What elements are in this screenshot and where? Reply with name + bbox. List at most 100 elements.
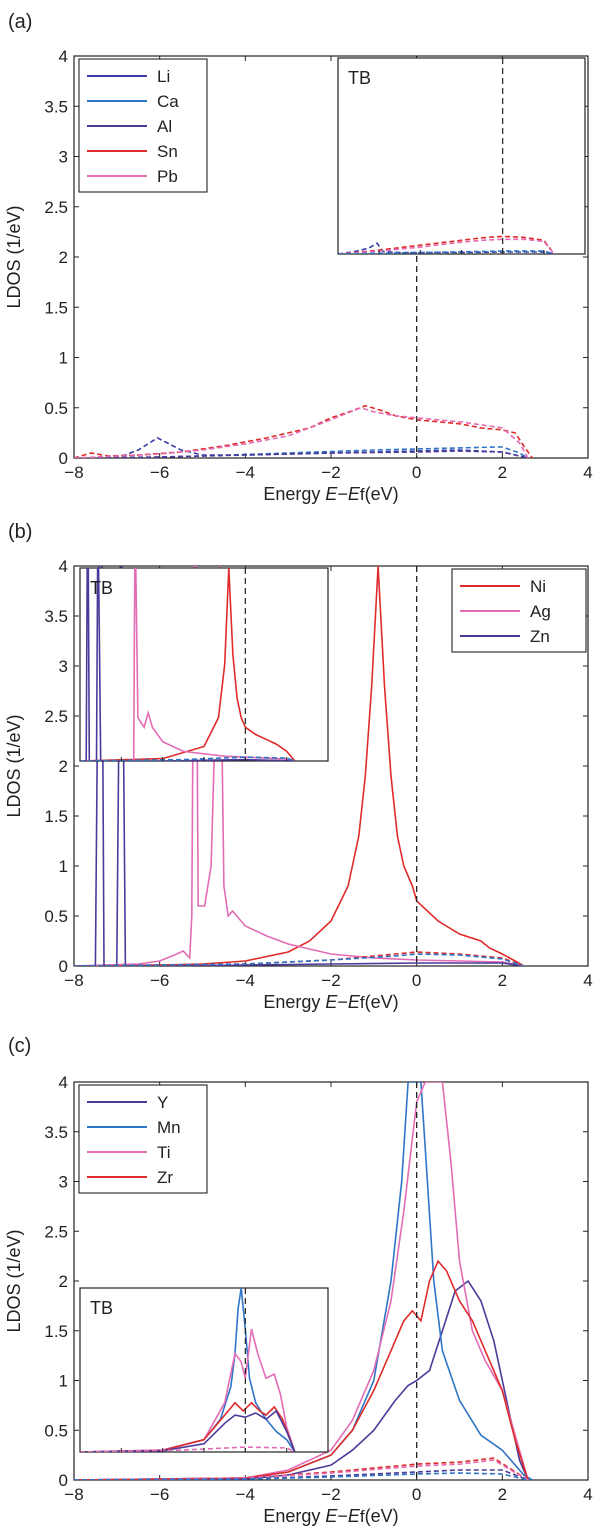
panel-a-xtick-label: 4 bbox=[583, 463, 592, 482]
panel-c-legend-label-y: Y bbox=[157, 1093, 168, 1112]
panel-a-xlabel-dash: − bbox=[337, 484, 348, 504]
panel-c-inset-series-ti bbox=[80, 1328, 296, 1452]
panel-b-xlabel-dash: − bbox=[337, 992, 348, 1012]
panel-a-ytick-label: 1.5 bbox=[44, 298, 68, 317]
panel-b-xtick-label: −2 bbox=[321, 971, 340, 990]
panel-a-series-al bbox=[74, 450, 529, 458]
panel-b: (b) −8 −6 −4 −2 0 2 4 0 0.5 1 1.5 2 2.5 3 3.5 4 LDOS (1/e… bbox=[4, 521, 593, 1012]
panel-b-xtick-label: 0 bbox=[412, 971, 421, 990]
panel-b-ytick-label: 0.5 bbox=[44, 907, 68, 926]
panel-b-xtick-label: 4 bbox=[583, 971, 592, 990]
panel-a-legend-label-sn: Sn bbox=[157, 142, 178, 161]
panel-b-xlabel-suffix: (eV) bbox=[365, 992, 399, 1012]
panel-b-inset-frame bbox=[79, 567, 329, 762]
panel-c-ytick-label: 0.5 bbox=[44, 1421, 68, 1440]
panel-c-xtick-label: −6 bbox=[150, 1485, 169, 1504]
panel-a-xtick-label: −4 bbox=[236, 463, 255, 482]
panel-c-label: (c) bbox=[8, 1035, 31, 1057]
panel-a-xlabel: Energy E−Ef(eV) bbox=[263, 484, 398, 504]
panel-b-inset-series-dashes bbox=[80, 756, 296, 761]
panel-a-ytick-label: 2.5 bbox=[44, 198, 68, 217]
panel-a-ytick-label: 4 bbox=[59, 47, 68, 66]
panel-a-xtick-label: −8 bbox=[64, 463, 83, 482]
panel-c-ytick-label: 2 bbox=[59, 1272, 68, 1291]
panel-a-series-ca bbox=[74, 446, 529, 458]
panel-a-legend-label-ca: Ca bbox=[157, 92, 179, 111]
panel-a-ytick-label: 2 bbox=[59, 248, 68, 267]
panel-c-xlabel-prefix: Energy bbox=[263, 1506, 325, 1526]
panel-a-ytick-label: 3 bbox=[59, 148, 68, 167]
panel-a-ytick-label: 3.5 bbox=[44, 97, 68, 116]
panel-c-xlabel-suffix: (eV) bbox=[365, 1506, 399, 1526]
panel-b-xtick-label: −4 bbox=[236, 971, 255, 990]
panel-c-xlabel-sub: f bbox=[360, 1507, 365, 1526]
panel-a-xtick-label: −6 bbox=[150, 463, 169, 482]
panel-a-ylabel: LDOS (1/eV) bbox=[4, 205, 24, 308]
panel-b-xtick-label: −6 bbox=[150, 971, 169, 990]
panel-c-series-mn-dash bbox=[74, 1472, 529, 1480]
panel-c-ytick-label: 3 bbox=[59, 1173, 68, 1192]
panel-c-xtick-label: 2 bbox=[498, 1485, 507, 1504]
panel-c-xtick-label: 4 bbox=[583, 1485, 592, 1504]
panel-c-inset-series-y bbox=[80, 1409, 296, 1452]
panel-a-series-sn bbox=[74, 404, 533, 458]
panel-b-ylabel: LDOS (1/eV) bbox=[4, 714, 24, 817]
panel-b-inset-series-ni bbox=[80, 568, 296, 761]
panel-c-xlabel: Energy E−Ef(eV) bbox=[263, 1506, 398, 1526]
panel-c-ytick-label: 2.5 bbox=[44, 1222, 68, 1241]
panel-c-xlabel-dash: − bbox=[337, 1506, 348, 1526]
panel-a-legend: Li Ca Al Sn Pb bbox=[78, 58, 208, 193]
panel-c-ytick-label: 0 bbox=[59, 1471, 68, 1490]
panel-a-series-pb bbox=[74, 406, 529, 458]
panel-c-xtick-label: 0 bbox=[412, 1485, 421, 1504]
panel-c-xtick-label: −8 bbox=[64, 1485, 83, 1504]
panel-b-inset-series-zn bbox=[80, 568, 295, 761]
panel-b-ytick-label: 0 bbox=[59, 957, 68, 976]
panel-c-legend-label-ti: Ti bbox=[157, 1143, 171, 1162]
panel-b-ytick-label: 2 bbox=[59, 757, 68, 776]
panel-a-xlabel-suffix: (eV) bbox=[365, 484, 399, 504]
panel-a-inset-series-sn bbox=[338, 235, 555, 254]
panel-c-xtick-label: −4 bbox=[236, 1485, 255, 1504]
panel-b-xtick-label: 2 bbox=[498, 971, 507, 990]
panel-a-xlabel-italic-1: E bbox=[325, 484, 338, 504]
panel-a-xtick-label: −2 bbox=[321, 463, 340, 482]
panel-c-inset-frame bbox=[79, 1287, 329, 1453]
panel-a-ytick-label: 0 bbox=[59, 449, 68, 468]
panel-b-series-ni bbox=[74, 566, 525, 966]
panel-c-legend-label-zr: Zr bbox=[157, 1168, 173, 1187]
panel-c-legend: Y Mn Ti Zr bbox=[78, 1084, 208, 1194]
panel-c-series-ti-dash bbox=[74, 1459, 529, 1480]
panel-a-xlabel-italic-2: E bbox=[348, 484, 361, 504]
panel-c-inset-label: TB bbox=[90, 1298, 113, 1318]
panel-b-inset: TB bbox=[79, 567, 329, 762]
panel-c-ytick-label: 1 bbox=[59, 1372, 68, 1391]
panel-a-legend-label-li: Li bbox=[157, 67, 170, 86]
panel-a-ytick-label: 0.5 bbox=[44, 399, 68, 418]
panel-c-series-ti bbox=[74, 1082, 529, 1480]
panel-b-ytick-label: 3.5 bbox=[44, 607, 68, 626]
panel-a-inset-series-li bbox=[338, 242, 555, 254]
panel-a-inset-frame bbox=[337, 57, 586, 255]
panel-b-ytick-label: 2.5 bbox=[44, 707, 68, 726]
panel-b-legend: Ni Ag Zn bbox=[451, 568, 587, 653]
panel-b-xlabel-sub: f bbox=[360, 993, 365, 1012]
panel-b-series-zn bbox=[74, 566, 524, 966]
panel-a-inset-series-pb bbox=[338, 238, 555, 254]
panel-c-xlabel-italic-2: E bbox=[348, 1506, 361, 1526]
panel-b-xlabel-prefix: Energy bbox=[263, 992, 325, 1012]
panel-b-xlabel-italic-1: E bbox=[325, 992, 338, 1012]
panel-c-xlabel-italic-1: E bbox=[325, 1506, 338, 1526]
panel-b-series-zn-dash bbox=[74, 953, 525, 966]
panel-b-legend-label-ag: Ag bbox=[530, 602, 551, 621]
panel-c-ytick-label: 3.5 bbox=[44, 1123, 68, 1142]
panel-b-inset-label: TB bbox=[90, 578, 113, 598]
panel-b-ytick-label: 1.5 bbox=[44, 807, 68, 826]
panel-c-ylabel: LDOS (1/eV) bbox=[4, 1229, 24, 1332]
panel-b-legend-label-zn: Zn bbox=[530, 627, 550, 646]
panel-c-inset-series-dashes bbox=[80, 1446, 296, 1452]
panel-a-legend-label-pb: Pb bbox=[157, 167, 178, 186]
panel-b-xlabel: Energy E−Ef(eV) bbox=[263, 992, 398, 1012]
panel-b-ytick-label: 1 bbox=[59, 857, 68, 876]
